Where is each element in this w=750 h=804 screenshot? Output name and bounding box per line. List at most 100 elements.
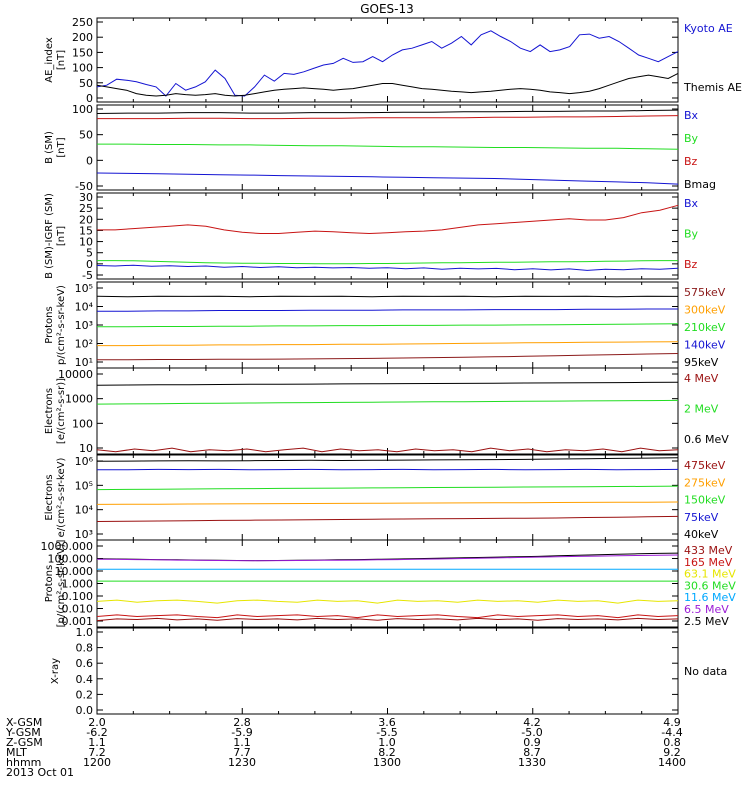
series-line-6-5-mev xyxy=(97,555,678,561)
chart-title: GOES-13 xyxy=(360,2,414,16)
y-tick-label: 10² xyxy=(75,338,93,351)
y-tick-label: 10⁶ xyxy=(75,455,94,468)
y-tick-label: 100.000 xyxy=(48,553,94,566)
y-axis-label: B (SM)-IGRF (SM) xyxy=(44,193,55,279)
y-tick-label: 10⁴ xyxy=(75,504,94,517)
y-tick-label: 1000 xyxy=(65,393,93,406)
y-tick-label: 0 xyxy=(86,258,93,271)
panel-frame xyxy=(97,455,678,540)
y-tick-label: 10³ xyxy=(75,319,93,332)
y-tick-label: 15 xyxy=(79,224,93,237)
y-tick-label: 50 xyxy=(79,77,93,90)
y-tick-label: 5 xyxy=(86,247,93,260)
y-tick-label: -5 xyxy=(82,269,93,282)
y-tick-label: 10⁴ xyxy=(75,301,94,314)
y-tick-label: 0.8 xyxy=(76,642,94,655)
y-tick-label: 0.6 xyxy=(76,657,94,670)
legend-label: 275keV xyxy=(684,476,726,489)
legend-label: 75keV xyxy=(684,511,719,524)
legend-label: 210keV xyxy=(684,321,726,334)
y-axis-label: X-ray xyxy=(50,658,61,684)
legend-label: 300keV xyxy=(684,303,726,316)
legend-label: By xyxy=(684,132,699,145)
legend-label: 140keV xyxy=(684,338,726,351)
y-tick-label: 100 xyxy=(72,103,93,116)
series-line-themis-ae xyxy=(97,73,678,96)
y-axis-label: p/(cm²-s-sr-keV) xyxy=(56,285,67,365)
legend-label: 2 MeV xyxy=(684,402,719,415)
legend-label: Bz xyxy=(684,155,698,168)
series-line-210kev xyxy=(97,324,678,327)
legend-label: By xyxy=(684,227,699,240)
y-tick-label: 250 xyxy=(72,16,93,29)
y-tick-label: 10 xyxy=(79,236,93,249)
series-line-kyoto-ae xyxy=(97,31,678,96)
legend-label: Themis AE xyxy=(683,81,742,94)
y-axis-label: [p/(cm²-s-sr-keV)] xyxy=(56,540,67,628)
series-line-0-6-mev xyxy=(97,382,678,385)
y-tick-label: 50 xyxy=(79,129,93,142)
legend-label: 2.5 MeV xyxy=(684,615,729,628)
series-line-by xyxy=(97,144,678,149)
y-tick-label: 0.2 xyxy=(76,688,94,701)
y-tick-label: 100 xyxy=(72,417,93,430)
ephemeris-row-label: hhmm xyxy=(6,756,41,769)
y-tick-label: 20 xyxy=(79,213,93,226)
y-tick-label: 150 xyxy=(72,46,93,59)
legend-label: 575keV xyxy=(684,286,726,299)
legend-label: Kyoto AE xyxy=(684,22,733,35)
y-tick-label: 10 xyxy=(79,442,93,455)
y-axis-label: [nT] xyxy=(56,50,67,70)
ephemeris-value: 1200 xyxy=(83,756,111,769)
y-tick-label: 100 xyxy=(72,62,93,75)
y-tick-label: 0 xyxy=(86,154,93,167)
ephemeris-value: 1300 xyxy=(373,756,401,769)
y-tick-label: 25 xyxy=(79,202,93,215)
legend-label: Bmag xyxy=(684,178,716,191)
legend-label: No data xyxy=(684,665,727,678)
legend-label: Bx xyxy=(684,197,699,210)
panel-7: 0.0010.0100.1001.00010.000100.0001000.00… xyxy=(41,540,737,628)
y-tick-label: 1.0 xyxy=(76,626,94,639)
legend-label: 150keV xyxy=(684,494,726,507)
ephemeris-value: 1330 xyxy=(518,756,546,769)
series-line-2-mev xyxy=(97,400,678,404)
y-axis-label: Electrons xyxy=(44,474,55,520)
y-axis-label: B (SM) xyxy=(44,131,55,164)
y-axis-label: Protons xyxy=(44,565,55,602)
legend-label: 475keV xyxy=(684,459,726,472)
y-tick-label: 10⁵ xyxy=(75,479,93,492)
y-tick-label: 200 xyxy=(72,31,93,44)
y-axis-label: AE_index xyxy=(44,37,55,83)
series-line-140kev xyxy=(97,309,678,311)
y-tick-label: 0.4 xyxy=(76,673,94,686)
y-axis-label: [nT] xyxy=(56,137,67,157)
series-line-bz xyxy=(97,205,678,233)
panel-frame xyxy=(97,628,678,714)
y-axis-label: Protons xyxy=(44,306,55,343)
y-tick-label: 30 xyxy=(79,191,93,204)
series-line-165-mev xyxy=(97,615,678,618)
legend-label: 4 MeV xyxy=(684,372,719,385)
legend-label: 40keV xyxy=(684,528,719,541)
y-axis-label: Electrons xyxy=(44,388,55,434)
panel-frame xyxy=(97,368,678,454)
series-line-bx xyxy=(97,265,678,270)
series-line-bz xyxy=(97,116,678,119)
ephemeris-value: 1400 xyxy=(658,756,686,769)
series-line-475kev xyxy=(97,516,678,521)
panel-frame xyxy=(97,540,678,627)
series-line-433-mev xyxy=(97,618,678,620)
series-line-575kev xyxy=(97,354,678,360)
y-axis-label: [e/(cm²-s-sr)] xyxy=(56,378,67,444)
series-line-300kev xyxy=(97,342,678,346)
legend-label: 0.6 MeV xyxy=(684,433,729,446)
series-line-63-1-mev xyxy=(97,600,678,603)
